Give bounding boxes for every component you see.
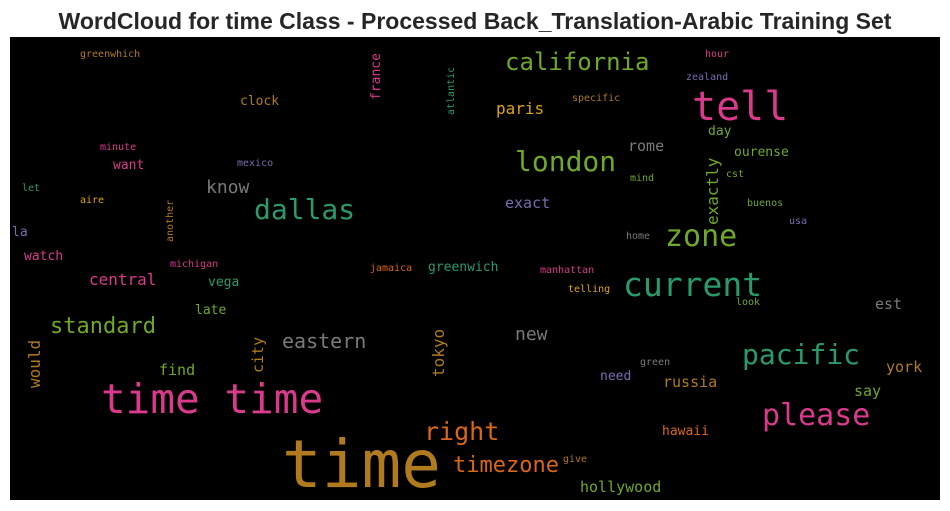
word-minute: minute: [100, 142, 136, 153]
word-jamaica: jamaica: [370, 263, 412, 274]
word-dallas: dallas: [254, 193, 355, 226]
word-eastern: eastern: [282, 329, 366, 353]
word-another: another: [165, 200, 176, 242]
word-vega: vega: [208, 275, 239, 290]
word-mind: mind: [630, 173, 654, 184]
word-specific: specific: [572, 93, 620, 104]
word-current: current: [623, 265, 762, 304]
word-new: new: [515, 324, 548, 345]
word-greenwich: greenwich: [428, 260, 498, 275]
word-manhattan: manhattan: [540, 265, 594, 276]
word-right: right: [424, 417, 499, 446]
word-watch: watch: [24, 249, 63, 264]
word-hawaii: hawaii: [662, 424, 709, 439]
word-france: france: [369, 53, 384, 100]
word-michigan: michigan: [170, 259, 218, 270]
wordcloud-panel: time time time tell current zone please london…: [10, 37, 940, 500]
word-green: green: [640, 357, 670, 368]
word-tokyo: tokyo: [429, 329, 448, 377]
word-usa: usa: [789, 216, 807, 227]
word-rome: rome: [628, 137, 664, 155]
word-central: central: [89, 270, 156, 289]
word-say: say: [854, 382, 881, 400]
word-day: day: [708, 124, 732, 139]
word-mexico: mexico: [237, 158, 273, 169]
word-look: look: [736, 297, 760, 308]
word-atlantic: atlantic: [446, 67, 457, 115]
word-city: city: [249, 337, 267, 373]
word-timezone: timezone: [453, 453, 559, 478]
word-clock: clock: [240, 94, 279, 109]
word-would: would: [25, 340, 44, 388]
word-please: please: [762, 398, 870, 433]
word-exact: exact: [505, 194, 550, 212]
word-want: want: [113, 158, 144, 173]
word-need: need: [600, 369, 631, 384]
word-exactly: exactly: [703, 157, 722, 225]
word-zealand: zealand: [686, 72, 728, 83]
word-standard: standard: [50, 314, 156, 339]
chart-title: WordCloud for time Class - Processed Bac…: [58, 8, 892, 34]
word-aire: aire: [80, 195, 104, 206]
word-est: est: [875, 295, 902, 313]
word-know: know: [206, 177, 250, 198]
word-time: time: [282, 426, 441, 500]
word-late: late: [195, 303, 226, 318]
word-tell: tell: [692, 84, 788, 130]
word-home: home: [626, 231, 650, 242]
word-paris: paris: [496, 99, 544, 118]
word-greenwhich: greenwhich: [80, 49, 140, 60]
word-time-time: time time: [101, 375, 323, 423]
word-zone: zone: [665, 219, 737, 254]
word-buenos: buenos: [747, 198, 783, 209]
word-hour: hour: [705, 49, 729, 60]
word-cst: cst: [726, 169, 744, 180]
word-hollywood: hollywood: [580, 478, 661, 496]
word-find: find: [159, 361, 195, 379]
word-la: la: [12, 225, 28, 240]
word-pacific: pacific: [742, 338, 860, 371]
word-york: york: [886, 358, 922, 376]
word-russia: russia: [663, 373, 717, 391]
word-california: california: [505, 48, 650, 76]
word-ourense: ourense: [734, 145, 789, 160]
word-telling: telling: [568, 284, 610, 295]
word-london: london: [515, 145, 616, 178]
word-give: give: [563, 454, 587, 465]
word-let: let: [22, 183, 40, 194]
